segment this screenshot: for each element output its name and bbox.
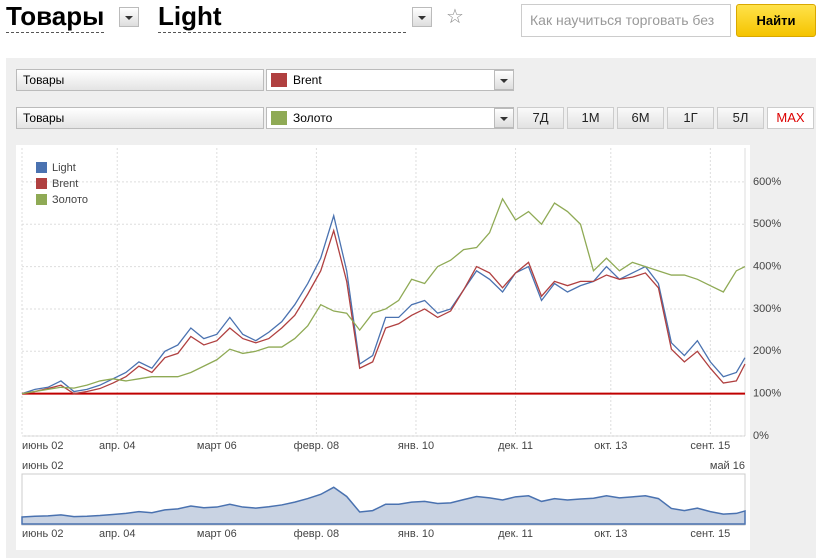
period-button[interactable]: 5Л [717, 107, 764, 129]
y-tick-label: 600% [753, 176, 781, 188]
dropdown-arrow[interactable] [494, 108, 514, 128]
navigator-tick-label: февр. 08 [294, 528, 339, 540]
navigator-tick-label: янв. 10 [398, 528, 434, 540]
category-title[interactable]: Товары [6, 1, 105, 33]
navigator-tick-label: март 06 [197, 528, 237, 540]
period-button[interactable]: 6М [617, 107, 664, 129]
color-swatch [271, 73, 287, 87]
navigator-tick-label: окт. 13 [594, 528, 627, 540]
x-tick-label: июнь 02 [22, 440, 64, 452]
y-tick-label: 500% [753, 218, 781, 230]
instrument-title[interactable]: Light [158, 0, 406, 33]
navigator-area [21, 486, 746, 525]
series-line [21, 197, 746, 395]
navigator-tick-label: дек. 11 [498, 528, 533, 540]
series-line [21, 228, 746, 395]
navigator-tick-label: июнь 02 [22, 528, 64, 540]
period-button[interactable]: 1Г [667, 107, 714, 129]
category-select[interactable]: Товары [16, 107, 264, 129]
x-tick-label: апр. 04 [99, 440, 136, 452]
navigator-tick-label: апр. 04 [99, 528, 136, 540]
search-button[interactable]: Найти [736, 4, 816, 37]
y-tick-label: 300% [753, 303, 781, 315]
favorite-star[interactable]: ☆ [446, 6, 464, 28]
x-tick-label: март 06 [197, 440, 237, 452]
category-select[interactable]: Товары [16, 69, 264, 91]
period-button[interactable]: 7Д [517, 107, 564, 129]
legend-label: Brent [52, 178, 78, 190]
y-tick-label: 0% [753, 430, 769, 442]
x-tick-label: сент. 15 [690, 440, 730, 452]
x-tick-label: февр. 08 [294, 440, 339, 452]
instrument-select[interactable]: Brent [266, 69, 514, 91]
legend-label: Золото [52, 194, 88, 206]
dropdown-arrow[interactable] [494, 70, 514, 90]
search-input[interactable]: Как научиться торговать без [521, 4, 731, 37]
x-tick-label: дек. 11 [498, 440, 533, 452]
navigator-start-label: июнь 02 [22, 460, 64, 472]
x-tick-label: янв. 10 [398, 440, 434, 452]
instrument-dropdown[interactable] [412, 7, 432, 27]
legend-swatch [36, 178, 47, 189]
category-dropdown[interactable] [119, 7, 139, 27]
legend-swatch [36, 162, 47, 173]
y-tick-label: 400% [753, 260, 781, 272]
period-button[interactable]: 1М [567, 107, 614, 129]
legend-label: Light [52, 162, 76, 174]
legend-swatch [36, 194, 47, 205]
navigator-tick-label: сент. 15 [690, 528, 730, 540]
y-tick-label: 200% [753, 345, 781, 357]
color-swatch [271, 111, 287, 125]
y-tick-label: 100% [753, 388, 781, 400]
instrument-name: Brent [293, 73, 322, 87]
series-line [21, 213, 746, 395]
x-tick-label: окт. 13 [594, 440, 627, 452]
period-button[interactable]: MAX [767, 107, 814, 129]
navigator-end-label: май 16 [710, 460, 745, 472]
instrument-name: Золото [293, 111, 333, 125]
